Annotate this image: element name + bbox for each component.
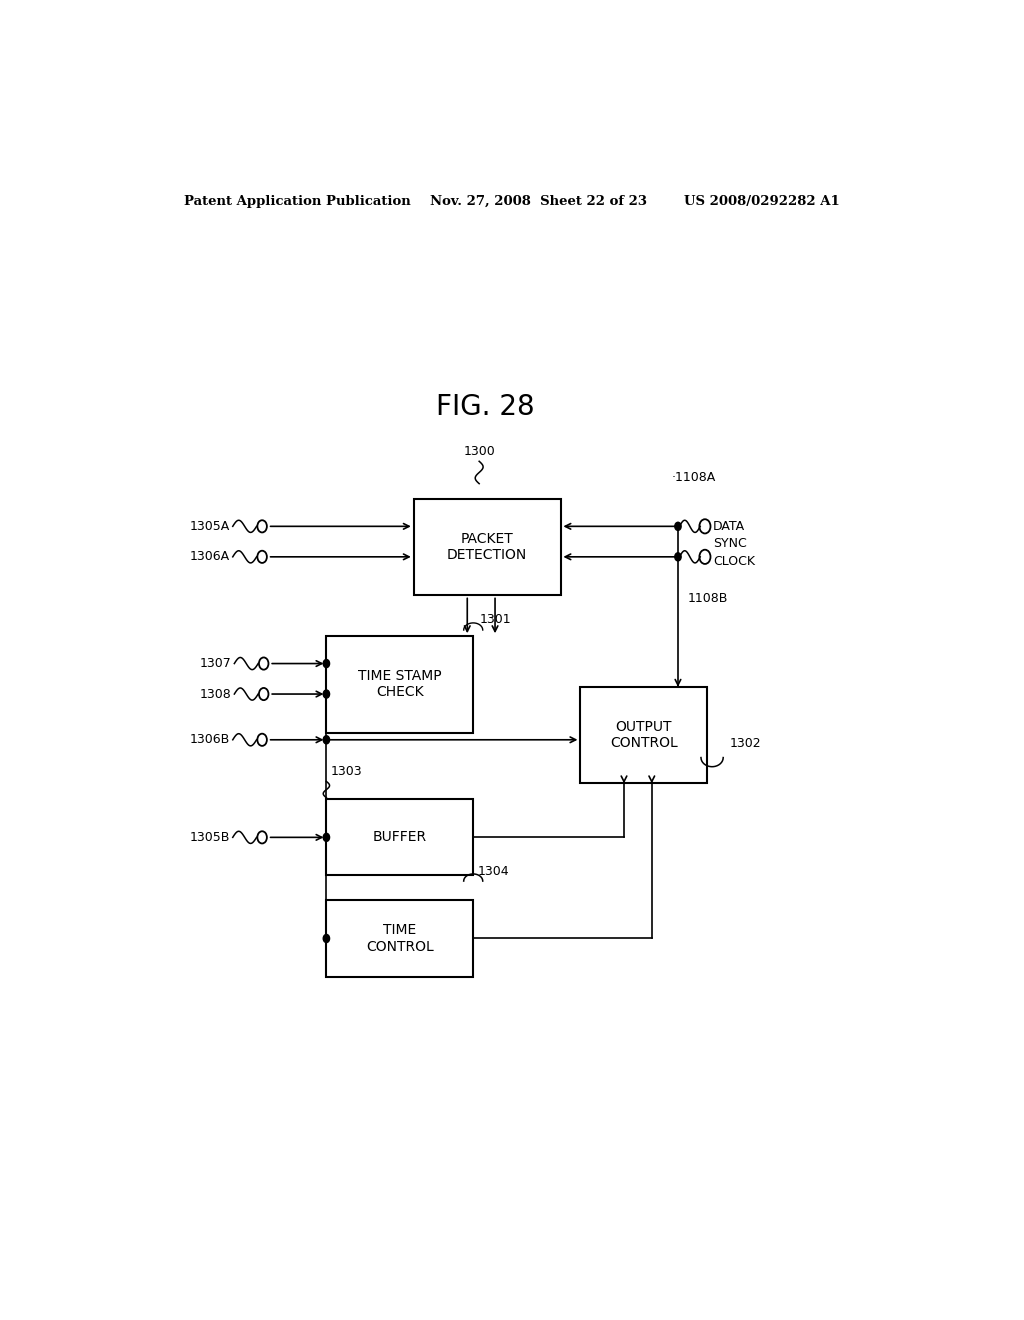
- Text: BUFFER: BUFFER: [373, 830, 427, 843]
- Circle shape: [675, 523, 681, 531]
- Bar: [327, 636, 473, 733]
- Bar: [581, 686, 708, 784]
- Text: 1301: 1301: [479, 612, 511, 626]
- Text: 1306B: 1306B: [189, 734, 229, 746]
- Bar: [327, 799, 473, 875]
- Text: FIG. 28: FIG. 28: [436, 393, 535, 421]
- Text: 1307: 1307: [200, 657, 231, 671]
- Text: 1303: 1303: [331, 766, 362, 779]
- Text: 1305A: 1305A: [189, 520, 229, 533]
- Circle shape: [675, 553, 681, 561]
- Circle shape: [324, 935, 330, 942]
- Text: CLOCK: CLOCK: [713, 556, 755, 569]
- Text: OUTPUT
CONTROL: OUTPUT CONTROL: [610, 721, 678, 750]
- Text: PACKET
DETECTION: PACKET DETECTION: [447, 532, 527, 562]
- Text: 1108B: 1108B: [687, 593, 728, 606]
- Text: SYNC: SYNC: [713, 537, 746, 550]
- Text: 1302: 1302: [729, 737, 761, 750]
- Text: ·1108A: ·1108A: [672, 471, 716, 483]
- Bar: [327, 900, 473, 977]
- Text: 1305B: 1305B: [189, 830, 229, 843]
- Text: Patent Application Publication: Patent Application Publication: [183, 194, 411, 207]
- Bar: [414, 499, 560, 595]
- Text: 1306A: 1306A: [189, 550, 229, 564]
- Text: TIME STAMP
CHECK: TIME STAMP CHECK: [358, 669, 441, 700]
- Text: TIME
CONTROL: TIME CONTROL: [366, 924, 434, 953]
- Text: 1300: 1300: [463, 445, 495, 458]
- Text: 1304: 1304: [477, 865, 509, 878]
- Circle shape: [324, 833, 330, 841]
- Text: 1308: 1308: [200, 688, 231, 701]
- Text: Nov. 27, 2008  Sheet 22 of 23: Nov. 27, 2008 Sheet 22 of 23: [430, 194, 646, 207]
- Circle shape: [324, 690, 330, 698]
- Circle shape: [324, 735, 330, 744]
- Text: DATA: DATA: [713, 520, 745, 533]
- Text: US 2008/0292282 A1: US 2008/0292282 A1: [684, 194, 840, 207]
- Circle shape: [324, 660, 330, 668]
